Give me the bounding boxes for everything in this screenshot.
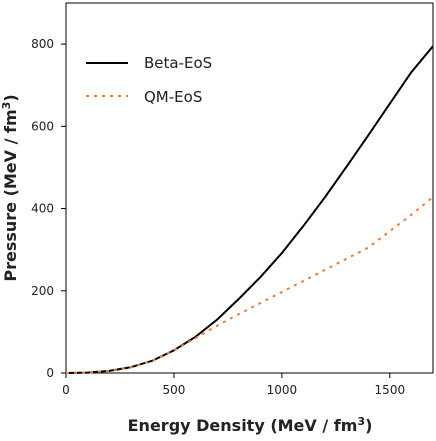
x-tick-label: 0 [62, 383, 70, 397]
y-tick-label: 200 [31, 284, 54, 298]
legend: Beta-EoS QM-EoS [86, 54, 212, 106]
y-axis-title: Pressure (MeV / fm3) [0, 94, 20, 281]
y-axis-ticks: 0 200 400 600 800 [31, 37, 66, 380]
plot-frame [65, 2, 434, 374]
y-tick-label: 600 [31, 119, 54, 133]
series-line-qm-eos [65, 196, 434, 374]
legend-label-beta: Beta-EoS [144, 54, 212, 72]
series-line-beta-eos [65, 45, 434, 374]
y-tick-label: 800 [31, 37, 54, 51]
x-tick-label: 500 [162, 383, 185, 397]
y-tick-label: 0 [46, 366, 54, 380]
series-layer [65, 45, 434, 374]
x-tick-label: 1500 [375, 383, 406, 397]
x-axis-ticks: 0 500 1000 1500 [62, 373, 405, 397]
x-tick-label: 1000 [267, 383, 298, 397]
legend-label-qm: QM-EoS [144, 88, 202, 106]
y-tick-label: 400 [31, 202, 54, 216]
x-axis-title: Energy Density (MeV / fm3) [128, 415, 373, 435]
